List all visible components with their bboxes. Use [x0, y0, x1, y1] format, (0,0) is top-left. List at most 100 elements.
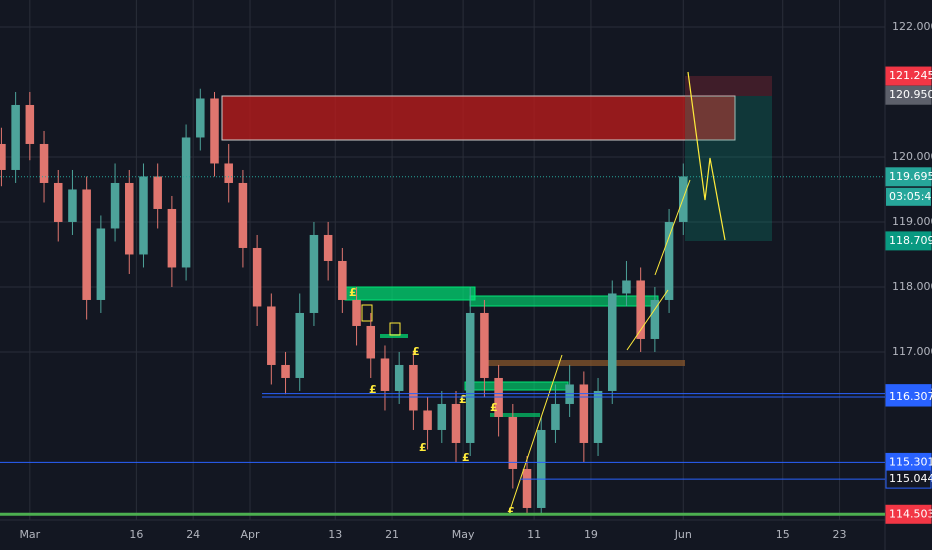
candle-body	[96, 228, 106, 300]
price-label-bg	[885, 167, 932, 187]
candle-body	[267, 306, 276, 365]
candle-body	[636, 280, 645, 339]
marker-box	[389, 322, 401, 336]
price-label: 120.950	[885, 85, 932, 105]
x-tick-label: Apr	[241, 528, 261, 541]
candle-body	[125, 182, 134, 255]
x-tick-label: 21	[385, 528, 399, 541]
price-label-bg	[885, 504, 932, 524]
x-tick-label: 13	[328, 528, 342, 541]
candle-body	[522, 468, 532, 508]
y-tick-label: 119.000	[892, 215, 932, 228]
price-label-text: 120.950	[889, 88, 932, 101]
marker: £	[419, 441, 427, 454]
x-tick-label: 15	[776, 528, 790, 541]
price-label-text: 115.301	[889, 455, 932, 468]
grid	[0, 0, 885, 520]
price-label: 119.695	[885, 167, 932, 187]
candle-body	[0, 143, 6, 170]
price-label: 121.245	[885, 66, 932, 86]
y-tick-label: 120.000	[892, 150, 932, 163]
candle-body	[238, 182, 248, 248]
y-tick-label: 122.000	[892, 20, 932, 33]
price-label-bg	[885, 387, 932, 407]
candle-body	[68, 189, 77, 222]
candle-body	[39, 143, 49, 183]
price-label-text: 114.503	[889, 507, 932, 520]
x-tick-label: 19	[584, 528, 598, 541]
stop-zone	[685, 76, 772, 96]
target-zone	[685, 96, 772, 241]
candle-body	[409, 364, 418, 411]
countdown-bg	[886, 187, 931, 206]
marker: £	[507, 505, 515, 518]
marker: £	[462, 451, 470, 464]
candle-body	[565, 384, 574, 404]
price-label-text: 119.695	[889, 170, 932, 183]
candles	[0, 88, 688, 515]
candle-body	[224, 163, 233, 183]
marker: £	[349, 286, 357, 299]
candle-body	[53, 182, 63, 222]
candle-body	[551, 403, 560, 430]
candle-body	[480, 312, 489, 378]
candle-body	[465, 312, 475, 443]
candle-body	[110, 182, 120, 229]
price-label: 114.503	[885, 504, 932, 524]
supply-zone	[221, 95, 736, 141]
candle-body	[153, 176, 162, 209]
trend-line	[654, 179, 691, 276]
price-label-bg	[885, 66, 932, 86]
x-tick-label: Jun	[674, 528, 692, 541]
zone	[380, 334, 408, 338]
price-label-text: 116.307	[889, 390, 932, 403]
marker: £	[490, 401, 498, 414]
candle-body	[252, 247, 262, 307]
candle-body	[25, 104, 35, 144]
candle-body	[281, 364, 290, 378]
y-tick-label: 117.000	[892, 345, 932, 358]
drawings: £ £ £ £ £ £ £ £	[349, 71, 726, 518]
candle-body	[579, 384, 589, 443]
price-label-bg	[885, 85, 932, 105]
price-label: 115.044	[885, 469, 932, 489]
candle-body	[181, 137, 191, 268]
price-label-bg	[885, 469, 932, 489]
candle-body	[167, 208, 177, 268]
candle-body	[622, 280, 631, 294]
x-tick-label: May	[452, 528, 475, 541]
price-label-text: 115.044	[889, 472, 932, 485]
candle-body	[394, 364, 404, 391]
x-tick-label: 16	[129, 528, 143, 541]
candle-body	[437, 403, 447, 430]
candle-body	[380, 358, 390, 391]
trend-line	[626, 289, 669, 351]
candle-body	[593, 390, 603, 443]
zone	[469, 295, 659, 307]
zone	[344, 286, 476, 301]
candle-body	[338, 260, 347, 300]
price-label-text: 121.245	[889, 69, 932, 82]
price-label: 115.301	[885, 452, 932, 472]
candle-body	[295, 312, 304, 378]
candle-body	[82, 189, 91, 300]
candle-body	[508, 416, 518, 469]
candle-body	[451, 403, 461, 443]
marker: £	[459, 393, 467, 406]
x-tick-label: 24	[186, 528, 200, 541]
candle-body	[210, 98, 219, 164]
x-tick-label: 11	[527, 528, 541, 541]
countdown: 03:05:49	[889, 190, 932, 203]
marker: £	[369, 383, 377, 396]
drawings	[221, 76, 772, 417]
candle-body	[352, 299, 361, 326]
candle-body	[650, 299, 660, 339]
projection	[687, 71, 726, 241]
candle-body	[664, 221, 674, 300]
price-label-text: 118.709	[889, 234, 932, 247]
candle-body	[423, 410, 432, 430]
marker: £	[412, 345, 420, 358]
candle-body	[607, 293, 617, 391]
